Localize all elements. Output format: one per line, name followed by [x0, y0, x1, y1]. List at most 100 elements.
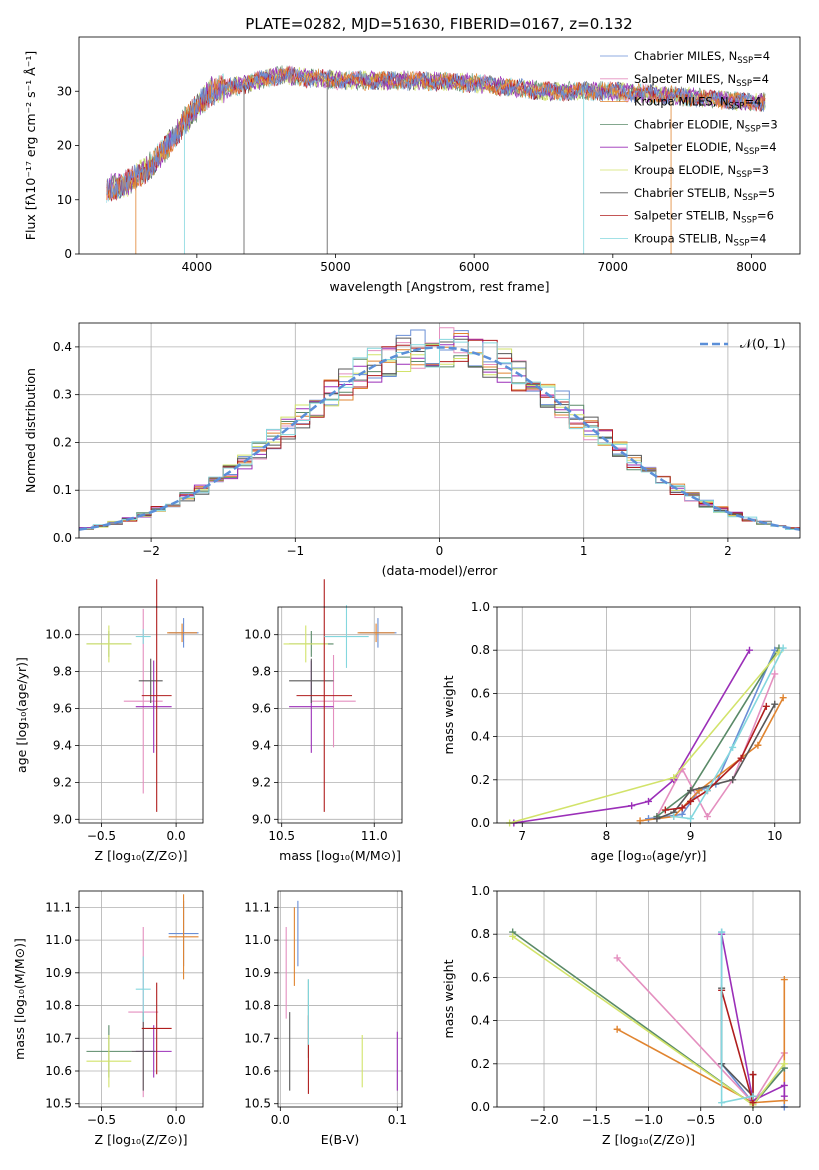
y-tick-label: 10.6 — [244, 1064, 271, 1078]
x-axis-label: Z [log₁₀(Z/Z⊙)] — [602, 1132, 695, 1147]
weight-marker — [737, 754, 745, 762]
weight-marker — [645, 797, 652, 805]
weight-marker — [749, 1071, 757, 1079]
weight-marker — [687, 815, 695, 823]
y-tick-label: 0.8 — [471, 643, 490, 657]
weight-marker — [613, 1025, 621, 1033]
y-tick-label: 10.9 — [45, 966, 72, 980]
y-tick-label: 0.8 — [471, 927, 490, 941]
x-tick-label: 0 — [436, 544, 444, 558]
weight-marker — [779, 644, 787, 652]
x-tick-label: 0.0 — [743, 1113, 762, 1127]
legend-value: =3 — [752, 163, 769, 177]
weight-marker — [718, 928, 726, 936]
legend-subscript: SSP — [736, 79, 752, 89]
spectrum-line-8 — [106, 66, 766, 202]
x-tick-label: 7 — [518, 829, 526, 843]
x-tick-label: −2.0 — [529, 1113, 558, 1127]
spectrum-panel: 4000 5000 6000 7000 8000 0 10 20 30 wavelength [A… — [23, 36, 801, 294]
legend-subscript: SSP — [744, 147, 760, 157]
y-tick-label: 9.0 — [252, 812, 271, 826]
y-tick-label: 10.5 — [244, 1097, 271, 1111]
weight-marker — [661, 806, 669, 814]
legend-entry-6: Kroupa ELODIE, NSSP=3 — [634, 163, 769, 180]
y-tick-label: 9.6 — [53, 702, 72, 716]
x-tick-label: −0.5 — [87, 829, 116, 843]
y-tick-label: 10.8 — [45, 999, 72, 1013]
legend-subscript: SSP — [745, 124, 761, 134]
y-tick-label: 10.6 — [45, 1064, 72, 1078]
weight-marker — [509, 932, 517, 940]
x-axis-label: Z [log₁₀(Z/Z⊙)] — [95, 1132, 188, 1147]
x-tick-label: 0.0 — [167, 1113, 186, 1127]
legend-subscript: SSP — [736, 170, 752, 180]
legend-subscript: SSP — [734, 238, 750, 248]
plot-area — [509, 928, 788, 1111]
y-axis-label: Flux [fλ10⁻¹⁷ erg cm⁻² s⁻¹ Å⁻¹] — [23, 51, 38, 240]
weight-marker — [762, 702, 770, 710]
y-axis-label: mass weight — [441, 675, 456, 754]
legend-value: =4 — [760, 140, 777, 154]
x-tick-label: 9 — [687, 829, 695, 843]
legend-entry-3: Kroupa MILES, NSSP=4 — [634, 95, 761, 112]
axes-frame — [78, 606, 204, 824]
y-tick-label: 0.2 — [471, 1057, 490, 1071]
x-tick-label: 8 — [603, 829, 611, 843]
legend-text: Kroupa ELODIE, N — [634, 163, 736, 177]
y-tick-label: 10.8 — [244, 999, 271, 1013]
y-tick-label: 0.0 — [53, 531, 72, 545]
y-tick-label: 9.8 — [53, 665, 72, 679]
legend-text: Kroupa STELIB, N — [634, 231, 734, 245]
x-tick-label: 10 — [767, 829, 782, 843]
y-tick-label: 11.0 — [45, 933, 72, 947]
x-tick-label: −2 — [142, 544, 160, 558]
y-tick-label: 0.1 — [53, 483, 72, 497]
y-tick-label: 0.6 — [471, 686, 490, 700]
weight-marker — [746, 646, 753, 654]
plot-area — [285, 900, 398, 1094]
weight-marker — [703, 787, 711, 795]
weight-marker — [729, 743, 737, 751]
legend-subscript: SSP — [741, 216, 757, 226]
legend-text: Kroupa MILES, N — [634, 95, 729, 109]
y-tick-label: 10.0 — [244, 628, 271, 642]
y-tick-label: 10.0 — [45, 628, 72, 642]
axes-frame — [277, 890, 403, 1108]
legend-text: Chabrier ELODIE, N — [634, 117, 745, 131]
y-tick-label: 0.4 — [53, 340, 72, 354]
weight-marker — [780, 1081, 788, 1089]
x-axis-label: age [log₁₀(age/yr)] — [591, 848, 707, 863]
y-tick-label: 9.2 — [53, 775, 72, 789]
x-tick-label: 0.0 — [271, 1113, 290, 1127]
x-tick-label: 6000 — [459, 260, 490, 274]
y-tick-label: 20 — [57, 139, 72, 153]
y-tick-label: 10 — [57, 193, 72, 207]
y-tick-label: 1.0 — [471, 600, 490, 614]
weight-line-8 — [665, 706, 768, 811]
y-tick-label: 10.5 — [45, 1097, 72, 1111]
legend-text: Chabrier STELIB, N — [634, 186, 742, 200]
plot-area — [506, 644, 787, 827]
legend-text: Salpeter MILES, N — [634, 72, 736, 86]
legend-value: =4 — [749, 231, 766, 245]
x-axis-label: Z [log₁₀(Z/Z⊙)] — [95, 848, 188, 863]
y-tick-label: 0 — [64, 247, 72, 261]
legend-entry-7: Chabrier STELIB, NSSP=5 — [634, 186, 775, 203]
legend-value: =4 — [753, 49, 770, 63]
legend-value: =3 — [761, 117, 778, 131]
x-axis-label: wavelength [Angstrom, rest frame] — [329, 279, 549, 294]
legend-value: =4 — [744, 95, 761, 109]
y-tick-label: 0.4 — [471, 1014, 490, 1028]
weight-marker — [613, 954, 621, 962]
x-tick-label: 2 — [724, 544, 732, 558]
weight-line-1 — [648, 649, 776, 820]
y-tick-label: 9.0 — [53, 812, 72, 826]
weight-line-3 — [616, 979, 786, 1104]
y-axis-label: mass weight — [441, 959, 456, 1038]
x-axis-label: E(B-V) — [321, 1132, 360, 1147]
legend-entry-4: Chabrier ELODIE, NSSP=3 — [634, 117, 778, 134]
plot-area — [283, 579, 397, 812]
weight-marker — [780, 1092, 788, 1100]
weight-marker — [628, 802, 636, 810]
legend-value: =5 — [758, 186, 775, 200]
